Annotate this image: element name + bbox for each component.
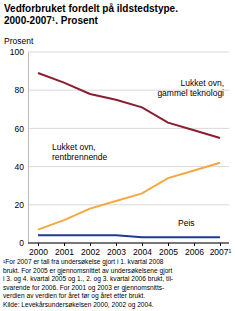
x-tick: 2007¹ [210,243,232,257]
x-tick: 2003 [107,243,126,257]
grid-line [28,166,229,167]
footnote: svarende for 2006. For 2001 og 2003 er g… [3,284,164,292]
x-tick-mark [168,243,169,246]
y-tick: 80 [15,85,28,95]
y-tick: 20 [15,200,28,210]
x-axis-line [28,243,229,244]
x-tick-label: 2007¹ [210,247,232,257]
y-axis-title: Prosent [4,36,34,46]
footnote: ¹For 2007 er tall fra undersøkelse gjort… [3,258,164,266]
x-tick: 2002 [81,243,100,257]
y-tick-label: 20 [15,200,25,210]
y-tick: 40 [15,162,28,172]
y-tick: 0 [19,238,28,248]
title: Vedforbruket fordelt på ildstedstype. [4,3,178,14]
grid-line [28,52,229,53]
series-line [38,235,220,237]
x-tick-label: 2006 [185,247,204,257]
y-tick-label: 100 [10,47,24,57]
series-line [38,163,220,230]
grid-line [28,128,229,129]
y-tick-label: 80 [15,85,25,95]
x-tick-mark [220,243,221,246]
footnote: brukt. For 2005 er gjennomsnittet av und… [3,267,172,275]
y-tick: 60 [15,124,28,134]
grid-line [28,204,229,205]
chart: Vedforbruket fordelt på ildstedstype.200… [0,0,235,311]
x-tick-label: 2005 [159,247,178,257]
footnote: Kilde: Levekårsundersøkelsen 2000, 2002 … [3,301,154,309]
x-tick-label: 2002 [81,247,100,257]
x-tick-label: 2004 [133,247,152,257]
y-tick: 100 [10,47,28,57]
x-tick: 2001 [55,243,74,257]
grid-line [28,243,229,244]
x-tick: 2005 [159,243,178,257]
x-tick-mark [116,243,117,246]
x-tick: 2006 [185,243,204,257]
x-tick-label: 2001 [55,247,74,257]
y-axis: 0 20 40 60 80 100 [10,47,29,248]
y-tick-label: 60 [15,124,25,134]
x-tick: 2000 [29,243,48,257]
series-label: Peis [178,218,195,228]
x-tick-label: 2003 [107,247,126,257]
x-tick: 2004 [133,243,152,257]
series-label: Lukket ovn,rentbrennende [52,142,108,162]
series-label: Lukket ovn,gammel teknologi [157,78,224,98]
x-tick-mark [194,243,195,246]
x-axis: 2000 2001 2002 2003 2004 2005 2006 2007¹ [28,243,232,257]
footnote: i 3. og 4. kvartal 2005 og 1., 2. og 3. … [3,275,173,283]
title: 2000-2007¹. Prosent [4,15,99,26]
y-tick-label: 0 [19,238,24,248]
x-tick-label: 2000 [29,247,48,257]
x-tick-mark [38,243,39,246]
x-tick-mark [142,243,143,246]
grid [28,52,229,243]
footnote: verdien av verdien for året før og året … [3,292,145,300]
x-tick-mark [64,243,65,246]
y-tick-label: 40 [15,162,25,172]
x-tick-mark [90,243,91,246]
y-axis-line [28,53,29,244]
